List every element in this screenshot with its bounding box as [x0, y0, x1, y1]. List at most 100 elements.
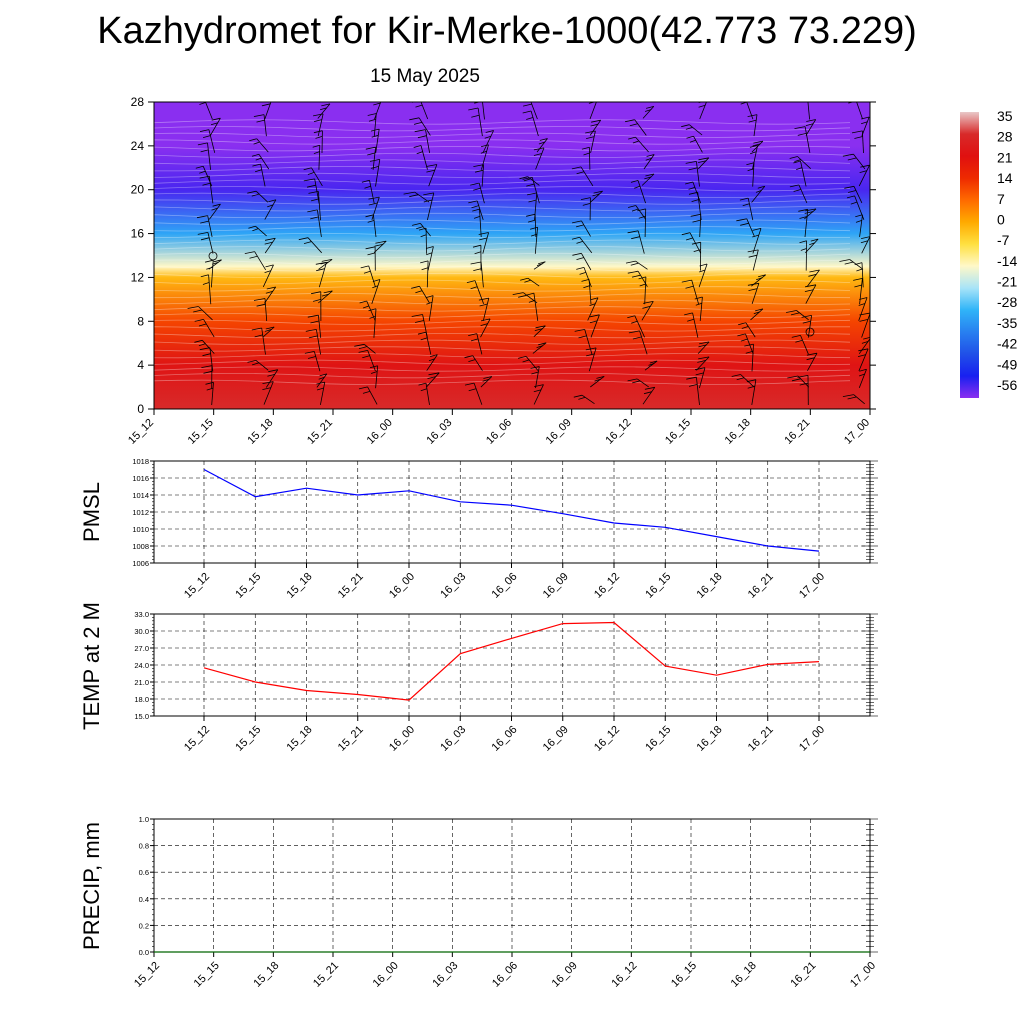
wind-barb	[587, 297, 599, 321]
wind-barb-flag	[737, 333, 746, 337]
wind-barb-flag	[731, 374, 741, 377]
x-tick-label: 16_21	[746, 724, 776, 754]
wind-barb-flag	[740, 338, 748, 342]
wind-barb-flag	[206, 387, 214, 391]
wind-barb	[635, 260, 648, 270]
wind-barb	[428, 295, 434, 321]
wind-barb-flag	[529, 226, 538, 230]
wind-barb-flag	[538, 342, 547, 346]
wind-barb-flag	[645, 157, 652, 161]
wind-barb	[211, 260, 214, 288]
wind-barb-flag	[415, 290, 423, 294]
wind-barb-flag	[585, 130, 596, 134]
wind-barb-flag	[534, 328, 543, 331]
y-tick-label: 0	[137, 402, 144, 416]
x-tick-label: 15_21	[336, 571, 366, 601]
wind-barb	[426, 354, 438, 371]
wind-barb	[368, 265, 376, 288]
wind-barb-flag	[736, 377, 745, 381]
x-tick-label: 16_21	[746, 571, 776, 601]
wind-barb-flag	[468, 107, 479, 111]
wind-barb	[371, 279, 381, 305]
x-tick-label: 16_09	[541, 571, 571, 601]
wind-barb	[311, 167, 323, 187]
wind-barb	[203, 319, 215, 338]
wind-barb	[254, 251, 267, 271]
wind-barb	[263, 114, 267, 137]
wind-barb-flag	[365, 214, 374, 218]
wind-barb	[800, 160, 807, 187]
wind-barb-flag	[194, 339, 203, 343]
wind-barb	[806, 269, 820, 287]
wind-barb-flag	[644, 386, 655, 390]
wind-barb-flag	[519, 99, 530, 101]
wind-barb-flag	[213, 259, 222, 263]
wind-barb-flag	[298, 237, 309, 241]
wind-barb-flag	[468, 333, 477, 336]
wind-barb-flag	[638, 215, 646, 219]
wind-barb-flag	[472, 208, 480, 212]
wind-barb-flag	[797, 133, 807, 136]
wind-barb	[373, 308, 377, 338]
wind-barb-flag	[686, 135, 694, 139]
wind-barb-flag	[519, 176, 528, 180]
wind-barb-flag	[858, 373, 865, 377]
x-tick-label: 15_12	[182, 724, 212, 754]
wind-barb-flag	[527, 219, 536, 223]
colorbar-label: 7	[997, 191, 1005, 207]
wind-barb	[208, 129, 216, 153]
wind-barb	[637, 230, 645, 254]
wind-barb-flag	[409, 117, 420, 121]
wind-barb-flag	[799, 240, 807, 244]
wind-barb-flag	[196, 215, 208, 219]
wind-barb	[375, 129, 380, 153]
wind-barb	[367, 386, 378, 405]
wind-barb-flag	[313, 130, 323, 134]
wind-barb	[804, 126, 811, 153]
wind-barbs	[187, 95, 870, 406]
wind-barb-flag	[631, 320, 638, 324]
wind-barb-flag	[810, 238, 819, 242]
wind-barb	[751, 140, 764, 153]
x-tick-label: 16_15	[643, 724, 673, 754]
wind-barb-flag	[403, 191, 415, 195]
wind-barb-flag	[685, 127, 693, 130]
wind-barb-flag	[262, 387, 272, 390]
wind-barb-flag	[306, 184, 316, 188]
wind-barb	[634, 119, 647, 136]
calm-wind-marker	[805, 327, 815, 337]
wind-barb-flag	[360, 265, 369, 269]
wind-barb-flag	[847, 396, 857, 400]
wind-barb	[207, 232, 214, 254]
x-tick-label: 15_18	[285, 571, 315, 601]
colorbar-label: -49	[997, 356, 1017, 372]
wind-barb-flag	[307, 356, 316, 359]
wind-barb-flag	[848, 190, 856, 193]
wind-barb-flag	[415, 320, 424, 323]
x-tick-label: 16_06	[490, 960, 520, 990]
wind-barb-flag	[694, 296, 703, 300]
wind-barb-flag	[753, 311, 761, 315]
wind-barb	[861, 116, 870, 136]
wind-barb-flag	[196, 97, 204, 99]
wind-barb-flag	[684, 312, 693, 316]
wind-barb-flag	[483, 376, 492, 379]
wind-barb	[533, 293, 539, 321]
wind-barb-flag	[472, 95, 482, 97]
wind-barb	[318, 145, 321, 170]
wind-barb-flag	[370, 371, 378, 374]
wind-barb-flag	[589, 303, 596, 306]
wind-barb-flag	[313, 119, 322, 122]
wind-barb-flag	[698, 160, 707, 163]
wind-barb-flag	[468, 200, 478, 204]
wind-barb-flag	[371, 134, 379, 138]
wind-barb	[527, 277, 540, 287]
wind-barb-flag	[473, 268, 482, 271]
wind-barb	[590, 376, 605, 388]
wind-barb-flag	[686, 376, 697, 380]
wind-barb	[374, 102, 382, 120]
wind-barb-flag	[480, 144, 489, 148]
wind-barb-flag	[248, 225, 256, 229]
wind-barb-flag	[427, 376, 437, 379]
